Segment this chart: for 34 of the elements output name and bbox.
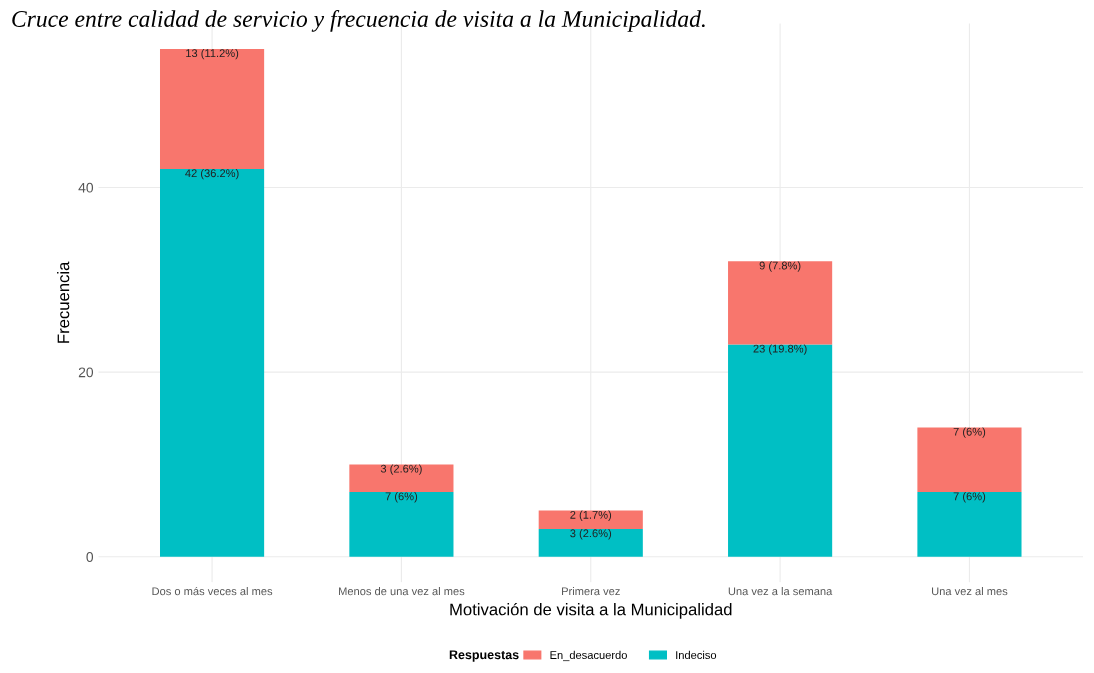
bar <box>538 529 643 557</box>
data-label: 42 (36.2%) <box>185 168 239 180</box>
legend-label: Indeciso <box>676 650 717 659</box>
data-label: 23 (19.8%) <box>753 344 807 355</box>
bar <box>917 492 1022 557</box>
data-label: 9 (7.8%) <box>759 261 801 272</box>
bar <box>349 492 454 557</box>
x-tick-label: Menos de una vez al mes <box>339 587 465 596</box>
y-tick-label: 40 <box>78 182 94 193</box>
x-tick-label: Primera vez <box>562 587 620 596</box>
x-tick-label: Una vez a la semana <box>728 587 833 596</box>
bar <box>538 510 643 530</box>
legend-label: En_desacuerdo <box>550 650 627 662</box>
y-axis-title: Frecuencia <box>57 261 70 343</box>
bar <box>728 344 833 557</box>
bar <box>160 168 265 557</box>
y-tick-label: 0 <box>86 552 94 562</box>
x-tick-label: Una vez al mes <box>932 587 1008 596</box>
data-label: 3 (2.6%) <box>380 464 422 475</box>
data-label: 3 (2.6%) <box>570 529 612 540</box>
data-label: 13 (11.2%) <box>186 48 239 60</box>
data-label: 7 (6%) <box>953 427 986 438</box>
bar <box>349 464 454 493</box>
bar <box>160 48 265 169</box>
x-tick-label: Dos o más veces al mes <box>152 586 273 596</box>
data-label: 2 (1.7%) <box>570 510 612 521</box>
x-axis-title: Motivación de visita a la Municipalidad <box>450 602 732 619</box>
y-tick-label: 20 <box>78 367 94 378</box>
bar <box>728 261 833 345</box>
bar <box>917 427 1022 493</box>
chart-title: Cruce entre calidad de servicio y frecuencia de visita a la Municipalidad. <box>12 10 705 32</box>
data-label: 7 (6%) <box>953 492 986 503</box>
data-label: 7 (6%) <box>385 492 418 503</box>
legend-title: Respuestas <box>449 650 519 662</box>
